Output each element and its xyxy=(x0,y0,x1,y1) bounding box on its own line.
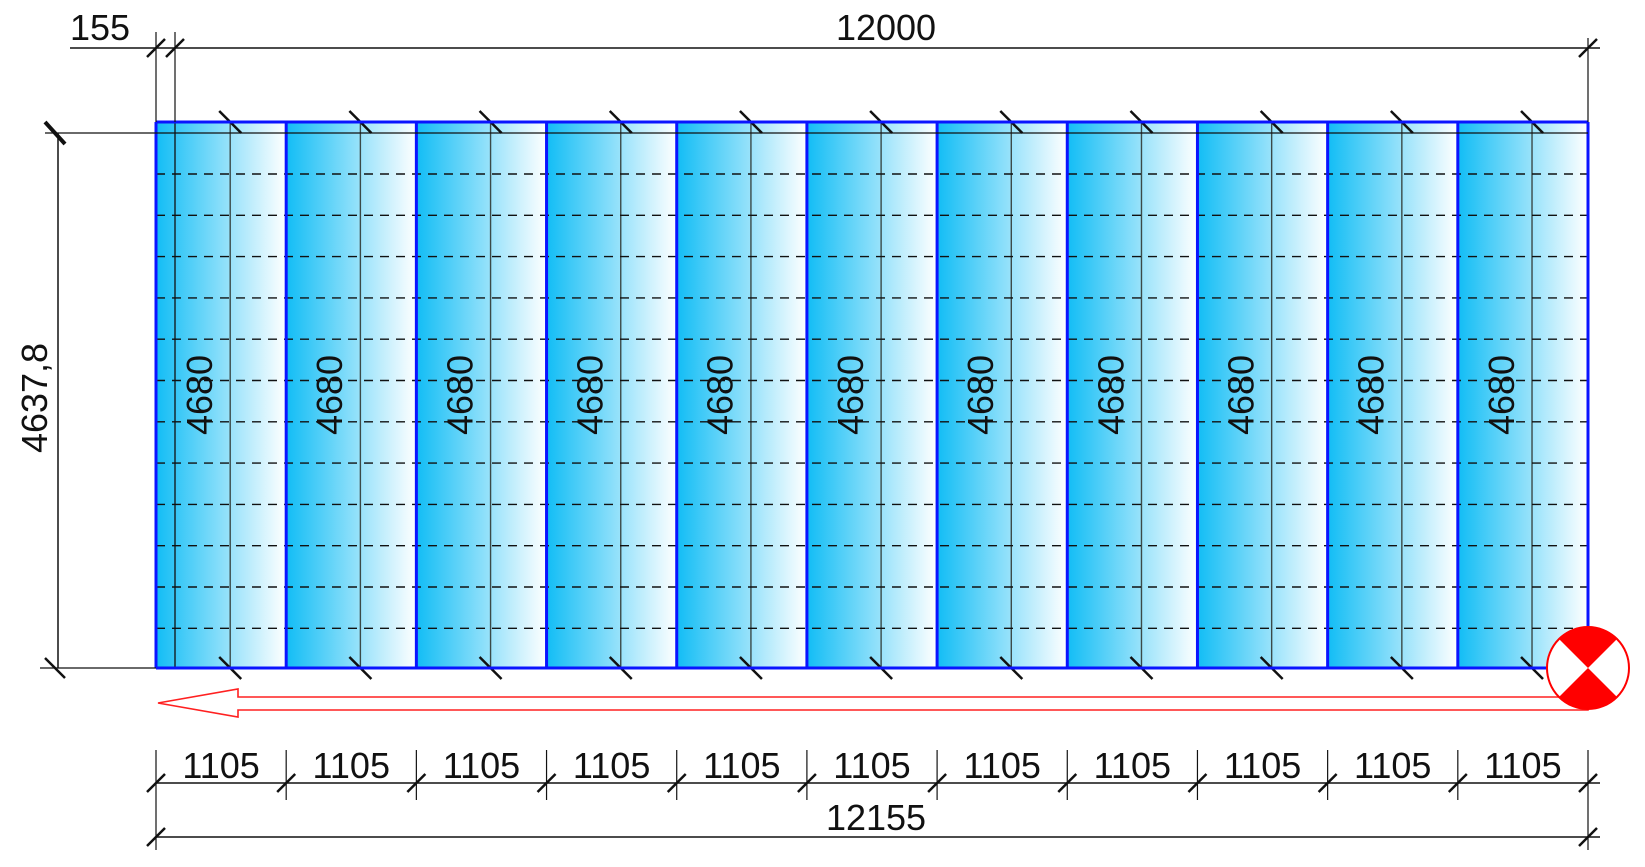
panel-fill xyxy=(1327,122,1458,668)
panel-fill xyxy=(806,122,938,668)
dimension-lines xyxy=(40,32,1600,850)
panel-fill xyxy=(546,122,677,668)
panel-width-label: 1105 xyxy=(182,745,259,786)
panel xyxy=(1197,110,1328,680)
panel xyxy=(546,110,677,680)
panel-length-label: 4680 xyxy=(179,355,220,435)
panel-fill xyxy=(937,122,1068,668)
panel-width-label: 1105 xyxy=(833,745,910,786)
panel-width-label: 1105 xyxy=(1354,745,1431,786)
dimension-tick xyxy=(1317,773,1338,793)
dimension-tick xyxy=(276,773,297,793)
start-marker-icon xyxy=(1546,626,1630,710)
panel-fill xyxy=(156,122,287,668)
dim-overall-height: 4637,8 xyxy=(14,343,55,453)
panel-length-label: 4680 xyxy=(960,355,1001,435)
panel xyxy=(286,110,417,680)
panel-length-label: 4680 xyxy=(309,355,350,435)
panel xyxy=(806,110,938,680)
panel-fill xyxy=(1067,122,1198,668)
dimension-tick xyxy=(797,773,817,793)
dim-offset-155: 155 xyxy=(70,7,130,48)
dimension-tick xyxy=(44,657,66,679)
panel-fill xyxy=(676,122,807,668)
dimension-tick xyxy=(165,38,185,58)
dimension-tick xyxy=(666,773,687,793)
panel-fill xyxy=(286,122,417,668)
panel-length-label: 4680 xyxy=(830,355,871,435)
panel-length-label: 4680 xyxy=(1481,355,1522,435)
panel xyxy=(416,110,547,680)
panel-length-label: 4680 xyxy=(1220,355,1261,435)
panel-fill xyxy=(1457,122,1588,668)
dimension-tick xyxy=(1578,773,1598,793)
panel-width-label: 1105 xyxy=(573,745,650,786)
panel-length-label: 4680 xyxy=(570,355,611,435)
panel-width-label: 1105 xyxy=(313,745,390,786)
dimension-tick xyxy=(1578,38,1598,58)
dimension-tick xyxy=(1187,773,1208,793)
panel-length-label: 4680 xyxy=(700,355,741,435)
panels-group xyxy=(45,110,1590,680)
panel-fill xyxy=(1197,122,1328,668)
panel-length-label: 4680 xyxy=(1090,355,1131,435)
dimension-tick xyxy=(146,827,166,847)
panel-fill xyxy=(416,122,547,668)
panel-width-label: 1105 xyxy=(1094,745,1171,786)
dimension-tick xyxy=(43,120,67,146)
dim-overall-width-12000: 12000 xyxy=(836,7,936,48)
panel-length-label: 4680 xyxy=(439,355,480,435)
panel xyxy=(1327,110,1458,680)
dimension-tick xyxy=(406,773,427,793)
panel-width-label: 1105 xyxy=(963,745,1040,786)
panel-width-label: 1105 xyxy=(443,745,520,786)
panel xyxy=(1067,110,1198,680)
panel xyxy=(937,110,1068,680)
dimension-tick xyxy=(1578,827,1598,847)
dimension-tick xyxy=(1447,773,1468,793)
dimension-tick xyxy=(146,38,166,58)
dimension-tick xyxy=(146,773,166,793)
panel-width-label: 1105 xyxy=(1484,745,1561,786)
dimension-tick xyxy=(1057,773,1078,793)
dimension-tick xyxy=(927,773,947,793)
panel-width-label: 1105 xyxy=(1224,745,1301,786)
panel xyxy=(156,110,287,680)
panel xyxy=(676,110,807,680)
panel-width-label: 1105 xyxy=(703,745,780,786)
dimension-tick xyxy=(536,773,557,793)
panel-length-label: 4680 xyxy=(1351,355,1392,435)
direction-arrow-icon xyxy=(157,688,1589,718)
dim-total-12155: 12155 xyxy=(826,797,926,838)
panel xyxy=(1457,110,1588,680)
